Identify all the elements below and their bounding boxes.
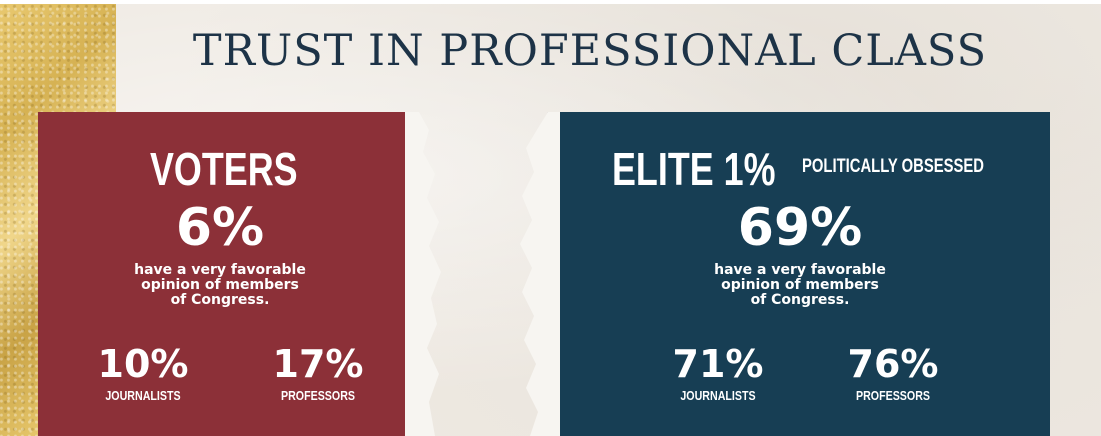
voters-congress-percent: 6% (175, 198, 265, 258)
elite-journalists-stat: 71% JOURNALISTS (663, 344, 773, 403)
elite-professors-label: PROFESSORS (855, 388, 931, 403)
voters-journalists-stat: 10% JOURNALISTS (88, 344, 198, 403)
elite-subheading: POLITICALLY OBSESSED (802, 156, 984, 177)
voters-journalists-percent: 10% (97, 342, 189, 386)
torn-paper-edge-right (520, 112, 560, 436)
elite-journalists-label: JOURNALISTS (680, 388, 756, 403)
elite-professors-stat: 76% PROFESSORS (833, 344, 953, 403)
voters-panel (38, 112, 436, 436)
voters-professors-stat: 17% PROFESSORS (258, 344, 378, 403)
voters-congress-caption: have a very favorable opinion of members… (134, 262, 306, 308)
elite-journalists-percent: 71% (672, 342, 764, 386)
voters-professors-label: PROFESSORS (280, 388, 356, 403)
elite-congress-percent: 69% (737, 198, 863, 258)
voters-heading: VOTERS (150, 143, 298, 195)
infographic-title: TRUST IN PROFESSIONAL CLASS (192, 26, 988, 76)
elite-congress-caption: have a very favorable opinion of members… (714, 262, 886, 308)
voters-journalists-label: JOURNALISTS (105, 388, 181, 403)
elite-panel (526, 112, 1050, 436)
voters-professors-percent: 17% (272, 342, 364, 386)
torn-paper-edge-left (405, 112, 441, 436)
elite-professors-percent: 76% (847, 342, 939, 386)
elite-heading: ELITE 1% (612, 143, 776, 195)
top-border (0, 0, 1101, 4)
